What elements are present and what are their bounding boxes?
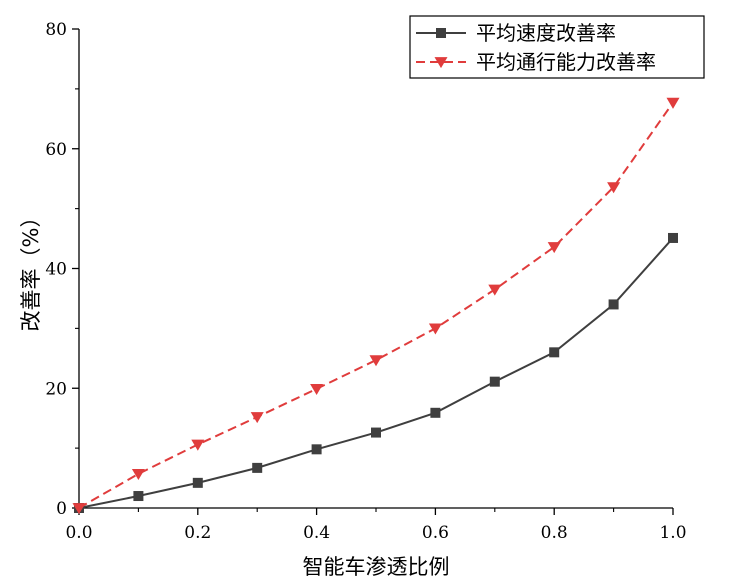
legend-box [409,15,705,79]
series-capacity [72,97,680,515]
data-point [72,503,86,515]
x-tick-label: 1.0 [659,523,686,543]
x-axis-title: 智能车渗透比例 [303,555,450,579]
data-point [311,444,322,455]
data-point [252,462,263,473]
y-axis-title: 改善率（%） [19,207,43,332]
data-point [131,468,145,481]
axes: 0.0 0.2 0.4 0.6 0.8 1.0 0 20 40 60 80 [45,20,686,543]
data-point [488,284,502,296]
series-line [78,237,674,509]
legend-entry: 平均通行能力改善率 [416,50,656,74]
legend-label: 平均通行能力改善率 [476,50,656,74]
data-point [666,97,680,109]
y-tick-label: 20 [45,379,67,399]
x-tick-label: 0.8 [541,523,568,543]
legend-label: 平均速度改善率 [476,21,616,45]
data-point [608,299,619,310]
data-point [549,347,560,358]
x-tick-label: 0.0 [65,523,92,543]
data-point [192,477,203,488]
series-line [78,102,674,509]
series-speed [74,232,678,513]
y-tick-label: 80 [45,20,67,40]
y-tick-label: 0 [56,499,67,519]
data-point [250,412,264,424]
x-tick-label: 0.2 [184,523,211,543]
data-point [191,439,205,451]
y-tick-label: 40 [45,260,67,280]
data-point [428,323,442,335]
data-point [310,383,324,396]
data-point [371,427,381,438]
data-point [430,407,441,418]
data-point [547,242,561,254]
legend-entry: 平均速度改善率 [416,21,616,45]
series-layer [72,97,680,515]
data-point [489,376,500,387]
y-tick-label: 60 [45,140,67,160]
legend-marker [436,28,446,38]
data-point [133,491,144,502]
data-point [369,355,383,367]
legend-marker [434,57,448,69]
data-point [668,232,678,243]
x-tick-label: 0.4 [303,523,330,543]
data-point [607,182,621,194]
x-tick-label: 0.6 [422,523,449,543]
